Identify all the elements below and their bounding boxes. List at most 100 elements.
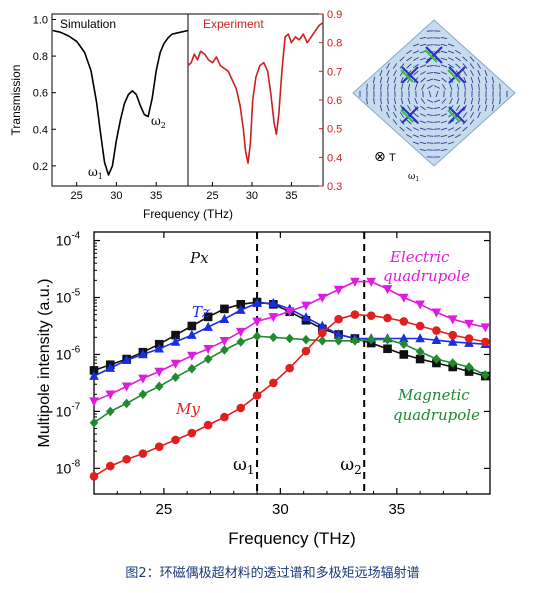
series-my bbox=[89, 310, 490, 481]
point-electric-quadrupole bbox=[350, 277, 360, 287]
field-arrow bbox=[426, 106, 434, 110]
series-magnetic-quadrupole bbox=[89, 331, 490, 428]
field-arrow bbox=[414, 83, 418, 91]
point-tz bbox=[187, 329, 197, 339]
label-magnetic: Magnetic bbox=[397, 386, 470, 404]
field-arrow bbox=[426, 78, 434, 82]
point-magnetic-quadrupole bbox=[317, 335, 327, 346]
series-labels: Px Tz My Electric quadrupole Magnetic qu… bbox=[175, 248, 480, 424]
field-arrow bbox=[426, 113, 434, 117]
point-my bbox=[366, 311, 376, 321]
field-arrow bbox=[426, 71, 434, 75]
field-arrow bbox=[393, 76, 397, 84]
field-arrow bbox=[419, 43, 427, 47]
label-electric: Electric bbox=[389, 248, 450, 266]
field-arrow bbox=[426, 142, 434, 144]
point-my bbox=[383, 313, 392, 323]
figure-caption: 图2：环磁偶极超材料的透过谱和多极矩远场辐射谱 bbox=[125, 566, 420, 581]
annotation-omega1-sub: 1 bbox=[98, 172, 103, 181]
field-arrow bbox=[412, 134, 420, 138]
field-arrow bbox=[406, 126, 412, 132]
point-magnetic-quadrupole bbox=[236, 337, 246, 347]
field-arrow bbox=[440, 120, 448, 124]
point-my bbox=[464, 334, 474, 343]
field-arrow bbox=[469, 63, 475, 69]
point-electric-quadrupole bbox=[366, 277, 376, 287]
field-arrow bbox=[379, 104, 383, 112]
field-arrow bbox=[499, 83, 501, 91]
point-px bbox=[220, 304, 229, 314]
point-tz bbox=[154, 343, 165, 353]
field-arrow bbox=[447, 141, 455, 145]
y-tick-label-right: 0.6 bbox=[327, 95, 342, 107]
point-magnetic-quadrupole bbox=[383, 334, 392, 345]
field-arrow bbox=[447, 43, 455, 47]
field-arrow bbox=[447, 57, 455, 61]
field-arrow bbox=[435, 90, 439, 98]
point-magnetic-quadrupole bbox=[252, 331, 262, 342]
point-magnetic-quadrupole bbox=[415, 346, 425, 357]
point-tz bbox=[138, 349, 148, 359]
field-arrow bbox=[447, 127, 455, 131]
y-tick-label-right: 0.7 bbox=[327, 66, 342, 78]
point-my bbox=[317, 328, 327, 338]
y-tick-base: 10 bbox=[56, 346, 72, 362]
field-arrow bbox=[433, 99, 441, 103]
field-arrow bbox=[426, 128, 434, 130]
field-arrow bbox=[455, 126, 461, 132]
point-electric-quadrupole bbox=[170, 359, 181, 369]
field-arrow bbox=[366, 97, 368, 105]
field-arrow bbox=[387, 97, 389, 105]
field-arrow bbox=[477, 97, 481, 105]
point-magnetic-quadrupole bbox=[171, 372, 180, 383]
point-electric-quadrupole bbox=[333, 285, 344, 295]
x-tick-label: 35 bbox=[388, 501, 405, 518]
field-arrow bbox=[484, 76, 488, 84]
point-tz bbox=[301, 312, 311, 322]
field-arrow bbox=[441, 105, 447, 111]
field-arrow bbox=[463, 76, 467, 84]
field-arrow bbox=[440, 36, 448, 40]
y-tick-label-left: 1.0 bbox=[33, 14, 48, 26]
y-tick-label: 10-7 bbox=[56, 401, 81, 419]
y-tick-label-left: 0.6 bbox=[33, 88, 48, 100]
point-px bbox=[187, 321, 197, 331]
field-arrow bbox=[412, 57, 420, 61]
point-tz bbox=[105, 362, 116, 372]
point-magnetic-quadrupole bbox=[154, 381, 164, 392]
point-my bbox=[154, 442, 164, 452]
point-magnetic-quadrupole bbox=[399, 339, 409, 350]
field-arrow bbox=[426, 44, 434, 46]
point-magnetic-quadrupole bbox=[334, 335, 343, 346]
point-electric-quadrupole bbox=[268, 313, 279, 323]
field-arrow bbox=[477, 111, 481, 119]
field-arrow bbox=[412, 43, 420, 47]
field-arrow bbox=[393, 69, 397, 77]
label-tz: Tz bbox=[192, 303, 210, 321]
label-magnetic-quadrupole: quadrupole bbox=[393, 406, 480, 424]
x-tick-label: 25 bbox=[156, 501, 173, 518]
field-arrow bbox=[491, 104, 495, 112]
field-arrow bbox=[412, 141, 420, 145]
point-electric-quadrupole bbox=[187, 351, 197, 361]
field-arrow bbox=[419, 57, 427, 61]
field-arrow bbox=[427, 84, 433, 90]
field-arrow bbox=[414, 97, 418, 105]
field-arrow bbox=[485, 97, 487, 105]
point-magnetic-quadrupole bbox=[481, 370, 490, 380]
field-arrow bbox=[386, 111, 390, 119]
field-arrow bbox=[469, 119, 475, 125]
field-arrow bbox=[419, 127, 427, 131]
point-my bbox=[350, 310, 360, 319]
y-tick-base: 10 bbox=[56, 403, 72, 419]
point-my bbox=[448, 330, 458, 340]
field-arrow bbox=[419, 134, 427, 138]
field-arrow bbox=[492, 83, 494, 91]
point-magnetic-quadrupole bbox=[220, 345, 229, 355]
field-arrow bbox=[373, 97, 375, 105]
annotation-omega1-base: ω bbox=[88, 165, 98, 179]
point-px bbox=[383, 344, 392, 354]
x-tick-label: 25 bbox=[206, 190, 218, 202]
